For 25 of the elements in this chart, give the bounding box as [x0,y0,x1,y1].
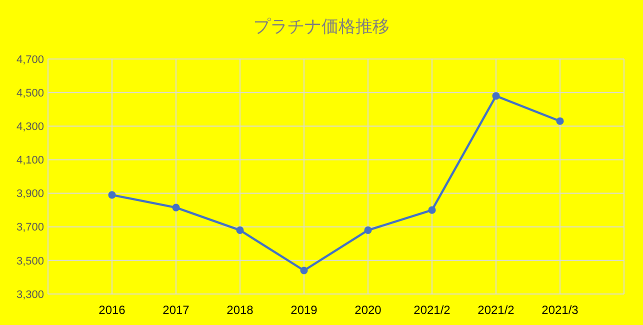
y-tick-label: 4,700 [16,54,44,66]
x-tick-label: 2016 [98,303,126,317]
x-tick-label: 2018 [226,303,254,317]
x-tick-label: 2017 [162,303,190,317]
point [172,204,180,212]
x-tick-label: 2020 [354,303,382,317]
y-tick-label: 3,900 [16,188,44,200]
point [300,266,308,274]
point [108,191,116,199]
point [364,226,372,234]
y-tick-label: 3,700 [16,222,44,234]
point [556,117,564,125]
y-tick-label: 3,300 [16,288,44,301]
y-tick-label: 4,300 [16,120,44,133]
y-tick-label: 3,500 [16,255,44,268]
point [428,206,436,214]
y-tick-label: 4,500 [16,87,44,100]
x-tick-label: 2021/2 [414,303,451,317]
x-tick-label: 2021/3 [542,303,579,317]
chart-title: プラチナ価格推移 [254,17,390,37]
x-tick-label: 2019 [290,303,318,317]
point [236,226,244,234]
y-tick-label: 4,100 [16,154,44,167]
x-tick-label: 2021/2 [478,303,515,317]
point [492,92,500,100]
